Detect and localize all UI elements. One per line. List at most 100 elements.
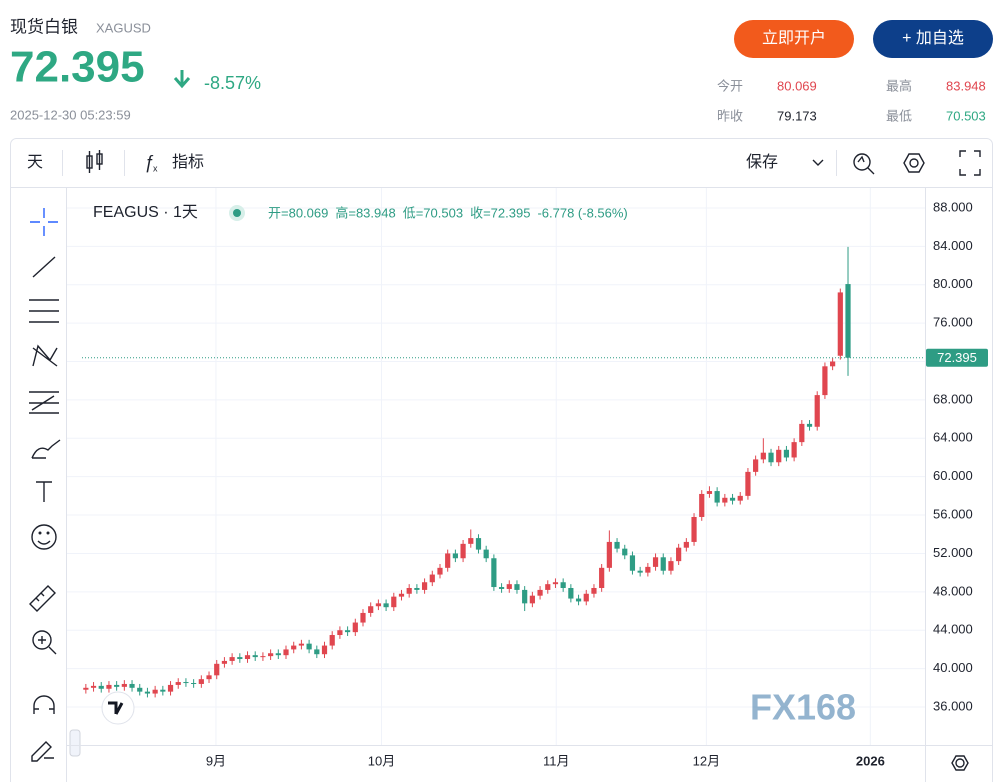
candle-body — [268, 653, 274, 657]
legend-item: -6.778 (-8.56%) — [537, 205, 627, 220]
candle-body — [491, 558, 497, 588]
candle-body — [783, 449, 790, 458]
save-button[interactable]: 保存 — [746, 153, 778, 171]
candle-body — [129, 683, 135, 688]
y-tick-label: 76.000 — [933, 315, 973, 330]
candle-body — [514, 584, 520, 590]
y-tick-label: 60.000 — [933, 468, 973, 483]
axis-settings[interactable] — [951, 755, 969, 771]
legend-item: 高=83.948 — [335, 205, 395, 220]
magnet-tool[interactable] — [33, 695, 55, 714]
candle-body — [606, 541, 612, 568]
emoji-tool[interactable] — [31, 524, 57, 550]
quick-search-button[interactable] — [853, 153, 875, 175]
y-tick-label: 68.000 — [933, 391, 973, 406]
candle-body — [629, 555, 636, 571]
candle-body — [291, 645, 297, 650]
candle-body — [406, 587, 412, 594]
candle-body — [645, 566, 651, 573]
candle-body — [414, 587, 420, 590]
prediction-tool[interactable] — [29, 391, 59, 414]
y-tick-label: 84.000 — [933, 238, 973, 253]
stat-label: 昨收 — [717, 108, 743, 123]
plot: 36.000 40.000 44.000 48.000 52.000 56.000 60.0… — [67, 188, 988, 768]
status-dot — [233, 209, 241, 217]
candle-body — [252, 655, 258, 658]
x-tick-label: 9月 — [206, 753, 226, 768]
y-tick-label: 48.000 — [933, 583, 973, 598]
candle-body — [768, 452, 774, 463]
candle-body — [830, 361, 836, 367]
add-watchlist-button[interactable]: + 加自选 — [873, 20, 993, 58]
stat-label: 最高 — [886, 78, 912, 93]
chart-frame — [10, 138, 993, 782]
text-tool[interactable] — [36, 481, 52, 502]
fib-tool[interactable] — [29, 299, 59, 323]
candle-body — [575, 598, 582, 602]
indicators-button[interactable]: 指标 — [172, 153, 204, 171]
candle-body — [614, 541, 620, 549]
candle-body — [837, 292, 843, 356]
lock-tool[interactable] — [31, 741, 54, 762]
watermark: FX168 — [750, 687, 856, 728]
stat-value: 80.069 — [777, 78, 817, 93]
stat-label: 今开 — [717, 78, 743, 93]
last-price-label: 72.395 — [937, 350, 977, 365]
candle-body — [522, 589, 528, 604]
legend: 开=80.069 高=83.948 低=70.503 收=72.395 -6.778 (… — [268, 205, 628, 220]
candle-body — [98, 685, 104, 689]
y-tick-label: 52.000 — [933, 545, 973, 560]
candle-type-button[interactable] — [86, 150, 103, 173]
candle-body — [345, 630, 351, 633]
candle-body — [729, 497, 736, 501]
fullscreen-button[interactable] — [959, 150, 981, 176]
candle-body — [791, 442, 797, 458]
candle-body — [737, 495, 743, 501]
candle-body — [221, 660, 228, 664]
candle-body — [552, 582, 559, 585]
candle-body — [745, 471, 751, 496]
ruler-tool[interactable] — [29, 585, 56, 612]
button-label: + 加自选 — [902, 29, 964, 47]
candle-body — [368, 606, 374, 613]
button-bg — [873, 20, 993, 58]
fx-icon-sub: x — [153, 163, 158, 173]
candle-body — [314, 649, 320, 655]
y-tick-label: 80.000 — [933, 276, 973, 291]
asset-name: 现货白银 — [10, 17, 78, 36]
sidebar-toggle[interactable] — [69, 729, 81, 757]
interval-button[interactable]: 天 — [27, 154, 43, 171]
candle-body — [114, 684, 120, 687]
candle-body — [683, 541, 689, 548]
candle-body — [383, 603, 389, 608]
y-tick-label: 44.000 — [933, 622, 973, 637]
trendline-tool[interactable] — [32, 256, 56, 278]
candle-body — [822, 366, 828, 396]
candle-body — [198, 679, 204, 684]
candle-body — [229, 657, 235, 661]
candle-body — [191, 683, 197, 685]
open-account-button[interactable]: 立即开户 — [734, 20, 854, 58]
candle-body — [722, 497, 728, 503]
current-price: 72.395 — [10, 43, 145, 92]
settings-button[interactable] — [903, 153, 925, 173]
candle-body — [676, 547, 682, 562]
candle-body — [660, 557, 666, 571]
legend-item: 开=80.069 — [268, 205, 328, 220]
candle-body — [845, 284, 851, 358]
crosshair-tool[interactable] — [30, 208, 58, 236]
candle-body — [106, 684, 112, 689]
candle-body — [160, 689, 166, 692]
candle-body — [599, 567, 605, 588]
legend-item: 收=72.395 — [470, 205, 530, 220]
candle-body — [206, 675, 212, 680]
candle-body — [244, 655, 251, 660]
y-tick-label: 64.000 — [933, 430, 973, 445]
candle-body — [583, 593, 589, 602]
pattern-tool[interactable] — [32, 344, 58, 367]
x-tick-label: 10月 — [368, 753, 395, 768]
candle-body — [452, 553, 458, 559]
zoom-tool[interactable] — [32, 630, 57, 655]
save-menu-chevron[interactable] — [812, 159, 824, 166]
brush-tool[interactable] — [31, 439, 61, 459]
